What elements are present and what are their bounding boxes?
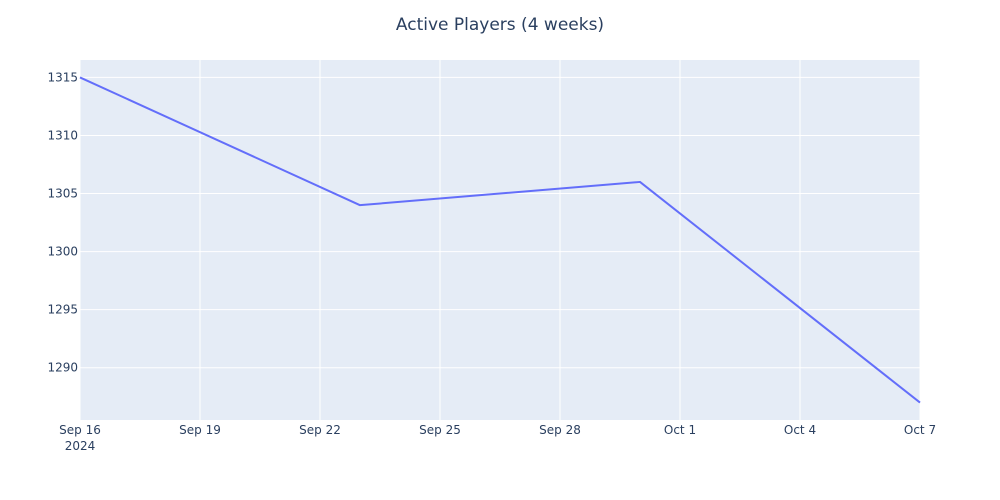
x-tick-label: Oct 7 — [904, 423, 936, 437]
x-tick-year-label: 2024 — [65, 439, 96, 453]
y-tick-label: 1315 — [47, 70, 78, 84]
x-axis: Sep 16 2024 Sep 19 Sep 22 Sep 25 Sep 28 Oct 1 O… — [59, 423, 936, 453]
x-tick-label: Oct 4 — [784, 423, 816, 437]
x-tick-label: Sep 16 — [59, 423, 101, 437]
y-tick-label: 1295 — [47, 303, 78, 317]
y-tick-label: 1305 — [47, 187, 78, 201]
y-tick-label: 1290 — [47, 361, 78, 375]
x-tick-label: Sep 22 — [299, 423, 341, 437]
x-tick-label: Sep 28 — [539, 423, 581, 437]
chart-title: Active Players (4 weeks) — [396, 15, 604, 35]
y-tick-label: 1310 — [47, 128, 78, 142]
x-tick-label: Sep 25 — [419, 423, 461, 437]
x-tick-label: Sep 19 — [179, 423, 221, 437]
series-line — [79, 76, 921, 404]
x-tick-label: Oct 1 — [664, 423, 696, 437]
y-axis: 1290 1295 1300 1305 1310 1315 — [47, 70, 78, 374]
plot-area — [80, 60, 920, 420]
y-tick-label: 1300 — [47, 245, 78, 259]
grid-layer — [79, 60, 921, 420]
series-layer — [79, 76, 921, 404]
